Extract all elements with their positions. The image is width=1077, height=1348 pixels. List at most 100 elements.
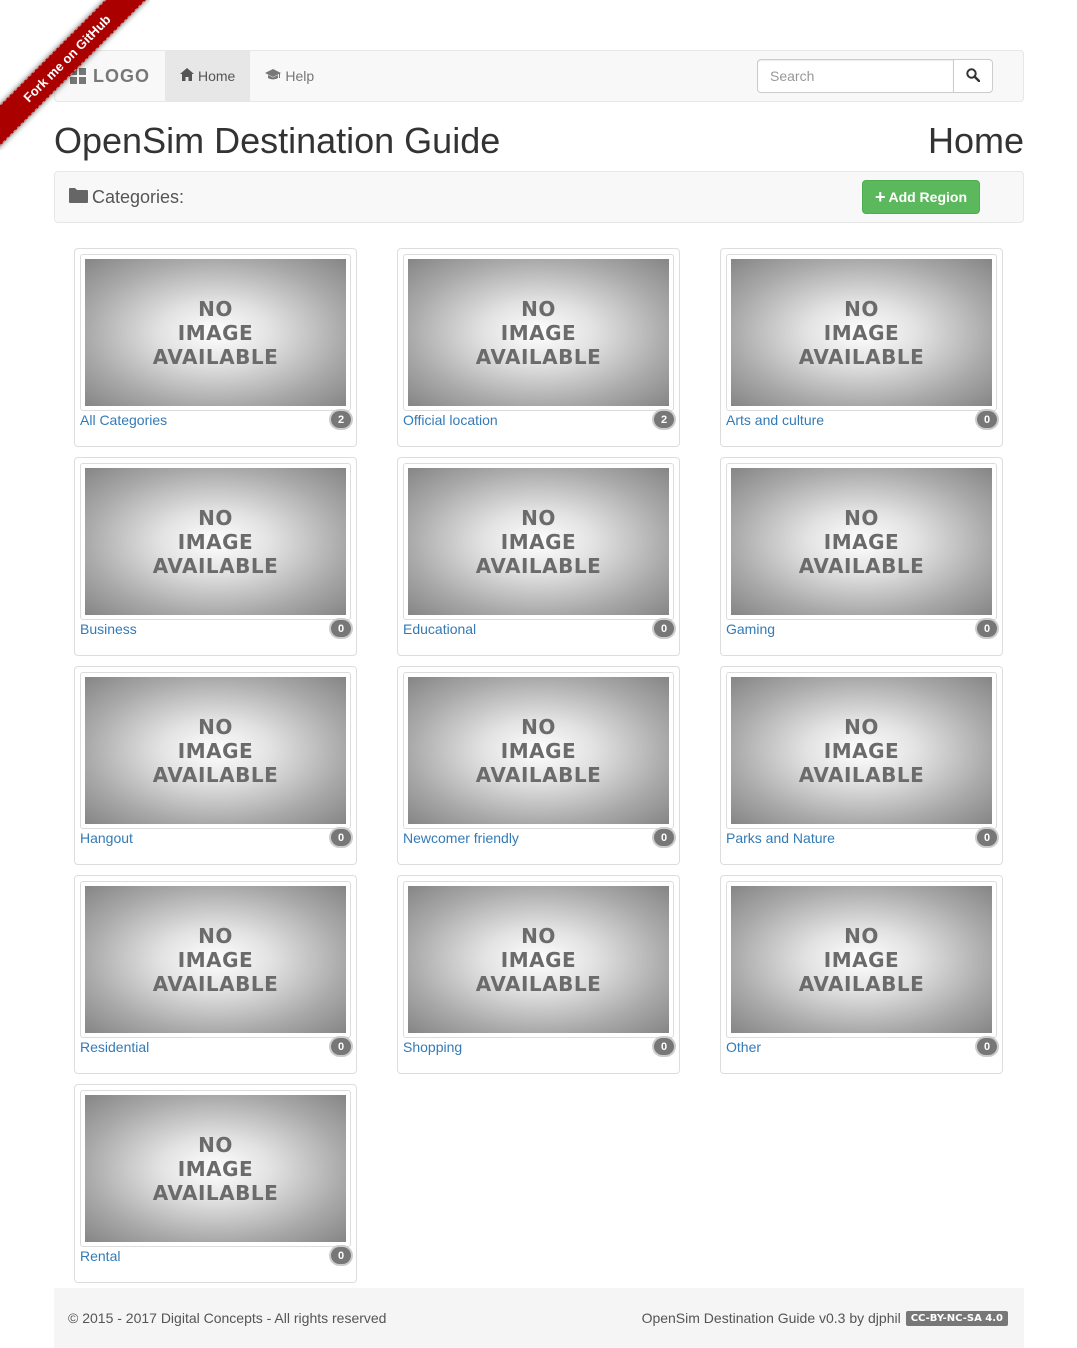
placeholder-text: NO: [844, 714, 879, 739]
category-link[interactable]: Official location: [403, 412, 498, 428]
category-link[interactable]: Arts and culture: [726, 412, 825, 428]
placeholder-text: NO: [844, 505, 879, 530]
category-link[interactable]: Shopping: [403, 1039, 463, 1055]
search-input[interactable]: [757, 59, 953, 93]
category-thumbnail[interactable]: NO IMAGE AVAILABLE: [403, 463, 674, 620]
no-image-placeholder: NO IMAGE AVAILABLE: [85, 677, 346, 824]
count-badge: 0: [977, 1038, 997, 1055]
plus-icon: +: [874, 186, 886, 207]
category-link[interactable]: Educational: [403, 621, 477, 637]
folder-icon: [69, 187, 92, 208]
count-badge: 0: [654, 620, 674, 637]
category-link[interactable]: Hangout: [80, 830, 133, 846]
footer-copyright: © 2015 - 2017 Digital Concepts - All rig…: [68, 1310, 387, 1326]
category-card: NO IMAGE AVAILABLE Newcomer friendly 0: [397, 666, 680, 865]
category-thumbnail[interactable]: NO IMAGE AVAILABLE: [80, 672, 351, 829]
placeholder-text: AVAILABLE: [798, 762, 925, 787]
nav-help[interactable]: Help: [250, 51, 329, 101]
placeholder-text: IMAGE: [823, 529, 900, 554]
no-image-placeholder: NO IMAGE AVAILABLE: [408, 259, 669, 406]
nav-home-label: Home: [198, 68, 236, 84]
placeholder-text: AVAILABLE: [152, 553, 279, 578]
no-image-placeholder: NO IMAGE AVAILABLE: [408, 677, 669, 824]
navbar: LOGO Home Help: [54, 50, 1024, 102]
category-thumbnail[interactable]: NO IMAGE AVAILABLE: [726, 881, 997, 1038]
category-card: NO IMAGE AVAILABLE Educational 0: [397, 457, 680, 656]
brand-text: LOGO: [93, 65, 150, 86]
category-link[interactable]: All Categories: [80, 412, 168, 428]
category-link[interactable]: Parks and Nature: [726, 830, 835, 846]
category-link[interactable]: Newcomer friendly: [403, 830, 519, 846]
page-subtitle: Home: [927, 120, 1024, 161]
graduation-cap-icon: [265, 68, 282, 84]
category-card: NO IMAGE AVAILABLE Rental 0: [74, 1084, 357, 1283]
count-badge: 0: [977, 829, 997, 846]
category-card: NO IMAGE AVAILABLE Parks and Nature 0: [720, 666, 1003, 865]
placeholder-text: AVAILABLE: [152, 1180, 279, 1205]
category-thumbnail[interactable]: NO IMAGE AVAILABLE: [80, 254, 351, 411]
placeholder-text: NO: [198, 923, 233, 948]
category-thumbnail[interactable]: NO IMAGE AVAILABLE: [726, 463, 997, 620]
placeholder-text: AVAILABLE: [152, 344, 279, 369]
home-icon: [180, 68, 194, 84]
placeholder-text: NO: [521, 505, 556, 530]
placeholder-text: IMAGE: [177, 947, 254, 972]
category-card: NO IMAGE AVAILABLE Business 0: [74, 457, 357, 656]
category-thumbnail[interactable]: NO IMAGE AVAILABLE: [403, 254, 674, 411]
category-thumbnail[interactable]: NO IMAGE AVAILABLE: [80, 881, 351, 1038]
placeholder-text: IMAGE: [500, 738, 577, 763]
add-region-button[interactable]: + Add Region: [861, 180, 980, 214]
fork-on-github-ribbon[interactable]: Fork me on GitHub: [0, 0, 150, 150]
category-link[interactable]: Business: [80, 621, 137, 637]
count-badge: 0: [331, 620, 351, 637]
count-badge: 0: [331, 829, 351, 846]
category-thumbnail[interactable]: NO IMAGE AVAILABLE: [403, 672, 674, 829]
placeholder-text: IMAGE: [500, 529, 577, 554]
count-badge: 0: [331, 1247, 351, 1264]
category-card: NO IMAGE AVAILABLE Other 0: [720, 875, 1003, 1074]
category-thumbnail[interactable]: NO IMAGE AVAILABLE: [726, 672, 997, 829]
no-image-placeholder: NO IMAGE AVAILABLE: [408, 886, 669, 1033]
category-card: NO IMAGE AVAILABLE Official location 2: [397, 248, 680, 447]
search-button[interactable]: [953, 59, 993, 93]
count-badge: 2: [331, 411, 351, 428]
no-image-placeholder: NO IMAGE AVAILABLE: [731, 886, 992, 1033]
nav-home[interactable]: Home: [165, 51, 251, 101]
category-link[interactable]: Rental: [80, 1248, 121, 1264]
no-image-placeholder: NO IMAGE AVAILABLE: [85, 259, 346, 406]
category-card: NO IMAGE AVAILABLE Gaming 0: [720, 457, 1003, 656]
placeholder-text: AVAILABLE: [475, 344, 602, 369]
license-badge[interactable]: CC-BY-NC-SA 4.0: [905, 1310, 1008, 1326]
placeholder-text: IMAGE: [500, 320, 577, 345]
category-thumbnail[interactable]: NO IMAGE AVAILABLE: [403, 881, 674, 1038]
placeholder-text: AVAILABLE: [475, 762, 602, 787]
categories-label: Categories:: [92, 186, 185, 207]
count-badge: 0: [654, 829, 674, 846]
no-image-placeholder: NO IMAGE AVAILABLE: [408, 468, 669, 615]
placeholder-text: NO: [521, 714, 556, 739]
category-link[interactable]: Other: [726, 1039, 762, 1055]
no-image-placeholder: NO IMAGE AVAILABLE: [731, 259, 992, 406]
category-card: NO IMAGE AVAILABLE Residential 0: [74, 875, 357, 1074]
placeholder-text: NO: [521, 923, 556, 948]
category-thumbnail[interactable]: NO IMAGE AVAILABLE: [80, 1090, 351, 1247]
category-card: NO IMAGE AVAILABLE Shopping 0: [397, 875, 680, 1074]
categories-heading: Categories:: [69, 187, 184, 208]
category-thumbnail[interactable]: NO IMAGE AVAILABLE: [726, 254, 997, 411]
nav-help-label: Help: [285, 68, 315, 84]
category-link[interactable]: Residential: [80, 1039, 150, 1055]
placeholder-text: AVAILABLE: [475, 553, 602, 578]
footer: © 2015 - 2017 Digital Concepts - All rig…: [54, 1288, 1024, 1348]
count-badge: 0: [977, 620, 997, 637]
category-thumbnail[interactable]: NO IMAGE AVAILABLE: [80, 463, 351, 620]
footer-credit: OpenSim Destination Guide v0.3 by djphil: [641, 1310, 901, 1326]
placeholder-text: AVAILABLE: [798, 971, 925, 996]
category-link[interactable]: Gaming: [726, 621, 776, 637]
placeholder-text: IMAGE: [177, 529, 254, 554]
no-image-placeholder: NO IMAGE AVAILABLE: [731, 468, 992, 615]
category-card: NO IMAGE AVAILABLE Hangout 0: [74, 666, 357, 865]
add-region-label: Add Region: [888, 189, 967, 205]
search-icon: [966, 67, 981, 85]
page-title: OpenSim Destination Guide: [54, 120, 501, 161]
categories-bar: Categories: + Add Region: [54, 171, 1024, 223]
